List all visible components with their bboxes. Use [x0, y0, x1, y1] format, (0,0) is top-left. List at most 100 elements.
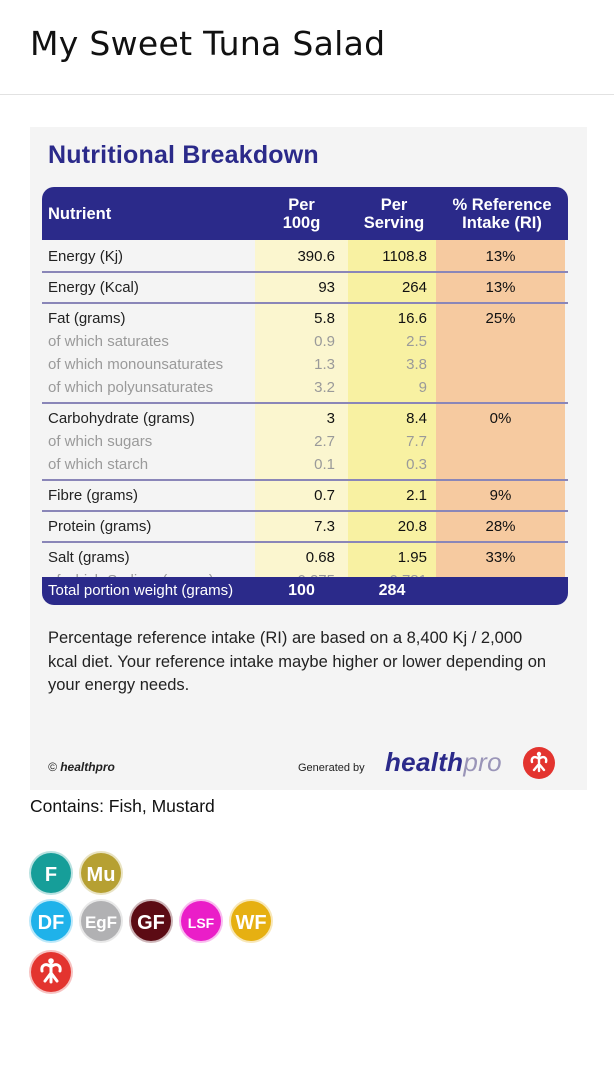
per100-value: 1.3 [314, 356, 335, 373]
nutrition-panel: Nutritional Breakdown Nutrient Per 100g … [30, 127, 587, 790]
wheat-free-badge-label: WF [235, 912, 267, 934]
row-separator [42, 479, 568, 481]
header-nutrient: Nutrient [48, 205, 112, 223]
table-row: of which sugars 2.7 7.7 [42, 430, 568, 453]
egg-free-badge-label: EgF [84, 913, 118, 932]
ri-column-bg [436, 240, 565, 577]
per100-value: 0.1 [314, 456, 335, 473]
per-serving-value: 264 [401, 279, 427, 296]
ri-value: 13% [485, 279, 516, 296]
per100-value: 2.7 [314, 433, 335, 450]
healthpro-badge-icon [29, 950, 73, 994]
per-serving-value: 2.5 [406, 333, 427, 350]
nutrient-name: of which starch [48, 456, 149, 473]
row-separator [42, 302, 568, 304]
table-row: Energy (Kcal) 93 264 13% [42, 276, 568, 299]
per-serving-value: 20.8 [397, 518, 427, 535]
total-per-serving: 284 [378, 582, 406, 599]
per100-value: 390.6 [297, 248, 335, 265]
nutrient-name: of which saturates [48, 333, 169, 350]
per100-value: 93 [318, 279, 335, 296]
low-sugar-free-badge-label: LSF [187, 915, 215, 931]
header-per100-line2: 100g [282, 214, 321, 232]
egg-free-icon: EgF [79, 899, 123, 943]
nutrient-name: Carbohydrate (grams) [48, 410, 195, 427]
mustard-badge-label: Mu [86, 864, 116, 886]
table-row: Protein (grams) 7.3 20.8 28% [42, 515, 568, 538]
ri-value: 0% [489, 410, 512, 427]
per100-value: 5.8 [314, 310, 335, 327]
header-per-serving: Per Serving [352, 196, 436, 232]
dairy-free-badge-label: DF [37, 912, 65, 934]
table-row: of which starch 0.1 0.3 [42, 453, 568, 476]
dairy-free-icon: DF [29, 899, 73, 943]
table-row: Fibre (grams) 0.7 2.1 9% [42, 484, 568, 507]
nutrient-name: Protein (grams) [48, 518, 152, 535]
healthpro-logo-icon [523, 747, 555, 779]
wheat-free-icon: WF [229, 899, 273, 943]
row-separator [42, 402, 568, 404]
table-row: of which polyunsaturates 3.2 9 [42, 376, 568, 399]
nutrient-name: of which sugars [48, 433, 153, 450]
ri-value: 25% [485, 310, 516, 327]
header-reference-intake: % Reference Intake (RI) [436, 196, 568, 232]
per-serving-value: 2.1 [406, 487, 427, 504]
copyright-notice: © healthpro [48, 760, 115, 774]
nutrient-name: Energy (Kj) [48, 248, 124, 265]
per100-value: 0.68 [305, 549, 335, 566]
table-row: Energy (Kj) 390.6 1108.8 13% [42, 245, 568, 268]
allergen-contains-text: Contains: Fish, Mustard [30, 796, 215, 816]
per-serving-value: 8.4 [406, 410, 427, 427]
brand-health: health [385, 747, 464, 777]
per-serving-value: 3.8 [406, 356, 427, 373]
copyright-symbol: © [48, 760, 57, 774]
header-perserving-line2: Serving [363, 214, 425, 232]
nutrient-name: of which monounsaturates [48, 356, 224, 373]
per100-value: 3 [326, 410, 335, 427]
nutrient-name: Energy (Kcal) [48, 279, 139, 296]
ri-value: 33% [485, 549, 516, 566]
total-per100: 100 [288, 582, 315, 599]
copyright-brand: healthpro [60, 760, 115, 774]
brand-pro: pro [463, 747, 502, 777]
row-separator [42, 510, 568, 512]
ri-value: 9% [489, 487, 512, 504]
header-perserving-line1: Per [380, 196, 408, 214]
healthpro-logo-glyph [530, 751, 548, 773]
per-serving-value: 1108.8 [382, 248, 427, 265]
nutrient-name: Salt (grams) [48, 549, 130, 566]
header-ri-line2: Intake (RI) [462, 214, 542, 232]
per100-value: 0.9 [314, 333, 335, 350]
per-serving-value: 1.95 [397, 549, 427, 566]
ri-value: 28% [485, 518, 516, 535]
nutrient-name: of which polyunsaturates [48, 379, 214, 396]
per-serving-value: 9 [418, 379, 427, 396]
nutrient-name: Fat (grams) [48, 310, 126, 327]
per100-value: 7.3 [314, 518, 335, 535]
row-separator [42, 541, 568, 543]
table-row: Carbohydrate (grams) 3 8.4 0% [42, 407, 568, 430]
row-separator [42, 271, 568, 273]
per100-value: 3.2 [314, 379, 335, 396]
nutrient-name: Fibre (grams) [48, 487, 139, 504]
gluten-free-icon: GF [129, 899, 173, 943]
page-title: My Sweet Tuna Salad [30, 24, 386, 63]
header-per100-line1: Per [288, 196, 315, 214]
table-row: of which monounsaturates 1.3 3.8 [42, 353, 568, 376]
nutrition-title: Nutritional Breakdown [48, 141, 319, 169]
table-row: Salt (grams) 0.68 1.95 33% [42, 546, 568, 569]
total-label: Total portion weight (grams) [48, 582, 234, 599]
mustard-allergen-icon: Mu [79, 851, 123, 895]
per-serving-value: 7.7 [406, 433, 427, 450]
fish-badge-label: F [44, 864, 58, 886]
perserving-column-bg [348, 240, 436, 577]
per-serving-value: 16.6 [397, 310, 427, 327]
ri-value: 13% [485, 248, 516, 265]
header-per100: Per 100g [255, 196, 348, 232]
header-ri-line1: % Reference [452, 196, 552, 214]
per100-column-bg [255, 240, 348, 577]
page-header: My Sweet Tuna Salad [0, 0, 614, 95]
gluten-free-badge-label: GF [137, 912, 165, 934]
fish-allergen-icon: F [29, 851, 73, 895]
healthpro-badge-glyph [40, 958, 62, 984]
